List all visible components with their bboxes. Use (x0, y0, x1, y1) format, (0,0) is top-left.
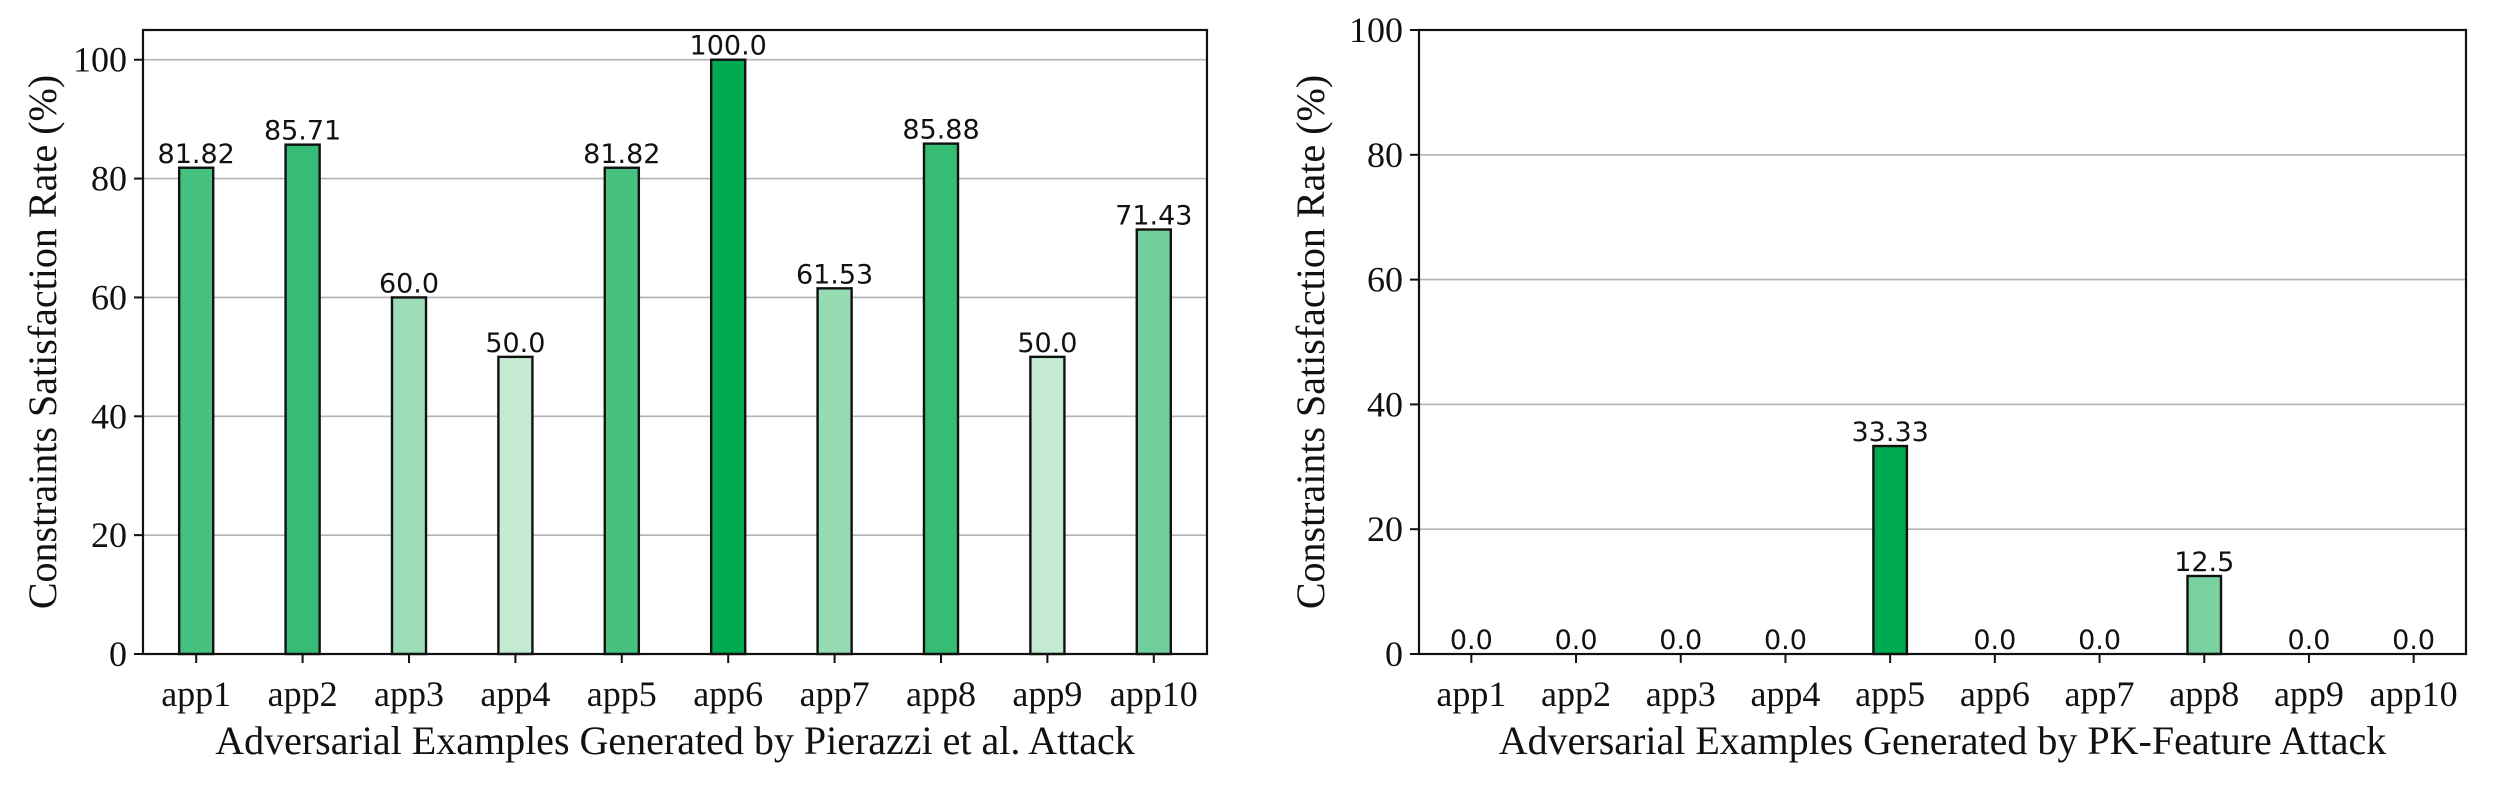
ytick-label-20: 20 (91, 515, 127, 555)
xtick-label-app1: app1 (1436, 674, 1506, 714)
ytick-label-0: 0 (1385, 634, 1403, 674)
xtick-label-app6: app6 (693, 674, 763, 714)
xtick-label-app1: app1 (161, 674, 231, 714)
chart-pk-feature-attack: 0.0 0.0 0.0 0.0 33.33 0.0 0.0 12.5 0.0 0.0 0 20 40 60… (1288, 10, 2468, 763)
xtick-label-app4: app4 (1750, 674, 1820, 714)
ytick-label-20: 20 (1367, 509, 1403, 549)
bar-app3 (390, 296, 428, 656)
x-axis-label: Adversarial Examples Generated by PK-Fea… (1499, 718, 2386, 763)
chart-pierazzi-attack: 81.82 85.71 60.0 50.0 81.82 100.0 61.53 85.88 50… (20, 28, 1209, 763)
data-label-app2: 85.71 (264, 116, 341, 147)
xtick-label-app2: app2 (268, 674, 338, 714)
data-label-app4: 50.0 (485, 328, 545, 359)
xtick-label-app7: app7 (2065, 674, 2135, 714)
data-label-app8: 85.88 (902, 115, 979, 146)
bar-app5 (603, 166, 641, 656)
data-label-app10: 71.43 (1115, 201, 1192, 232)
plot-frame (141, 28, 1209, 656)
ytick-label-80: 80 (91, 159, 127, 199)
xtick-label-app5: app5 (1855, 674, 1925, 714)
ytick-label-80: 80 (1367, 135, 1403, 175)
xtick-label-app6: app6 (1960, 674, 2030, 714)
data-label-app10: 0.0 (2392, 625, 2435, 656)
data-label-app3: 0.0 (1659, 625, 1702, 656)
data-label-app8: 12.5 (2174, 547, 2234, 578)
xtick-label-app8: app8 (906, 674, 976, 714)
data-label-app6: 0.0 (1973, 625, 2016, 656)
xtick-label-app2: app2 (1541, 674, 1611, 714)
xtick-label-app9: app9 (2274, 674, 2344, 714)
xtick-label-app8: app8 (2169, 674, 2239, 714)
data-label-app9: 0.0 (2287, 625, 2330, 656)
bar-app5 (1872, 444, 1909, 656)
data-label-app1: 81.82 (158, 139, 235, 170)
data-label-app6: 100.0 (690, 31, 767, 62)
xtick-label-app7: app7 (800, 674, 870, 714)
ytick-label-60: 60 (91, 277, 127, 317)
ytick-label-60: 60 (1367, 260, 1403, 300)
data-label-app5: 81.82 (583, 139, 660, 170)
data-label-app7: 0.0 (2078, 625, 2121, 656)
xtick-label-app10: app10 (1110, 674, 1198, 714)
bar-app6 (709, 58, 747, 656)
bar-app10 (1135, 228, 1173, 656)
data-label-app2: 0.0 (1555, 625, 1598, 656)
data-label-app5: 33.33 (1852, 417, 1929, 448)
data-label-app3: 60.0 (379, 268, 439, 299)
xtick-label-app9: app9 (1012, 674, 1082, 714)
data-label-app1: 0.0 (1450, 625, 1493, 656)
bar-app1 (177, 166, 215, 656)
bar-app9 (1029, 355, 1066, 656)
bar-app8 (2186, 574, 2223, 656)
bar-app4 (497, 355, 534, 656)
data-label-app9: 50.0 (1017, 328, 1077, 359)
ytick-label-40: 40 (1367, 384, 1403, 424)
ytick-label-100: 100 (73, 40, 127, 80)
bar-app2 (284, 143, 321, 656)
ytick-label-40: 40 (91, 396, 127, 436)
x-axis-label: Adversarial Examples Generated by Pieraz… (215, 718, 1135, 763)
bar-app7 (816, 287, 853, 656)
plot-frame (1417, 28, 2468, 656)
xtick-label-app4: app4 (480, 674, 550, 714)
ytick-label-100: 100 (1349, 10, 1403, 50)
bar-app8 (922, 142, 960, 656)
ytick-label-0: 0 (109, 634, 127, 674)
y-axis-label: Constraints Satisfaction Rate (%) (20, 75, 65, 609)
y-axis-label: Constraints Satisfaction Rate (%) (1288, 75, 1333, 609)
xtick-label-app10: app10 (2370, 674, 2458, 714)
data-label-app7: 61.53 (796, 259, 873, 290)
xtick-label-app3: app3 (1646, 674, 1716, 714)
xtick-label-app3: app3 (374, 674, 444, 714)
xtick-label-app5: app5 (587, 674, 657, 714)
data-label-app4: 0.0 (1764, 625, 1807, 656)
